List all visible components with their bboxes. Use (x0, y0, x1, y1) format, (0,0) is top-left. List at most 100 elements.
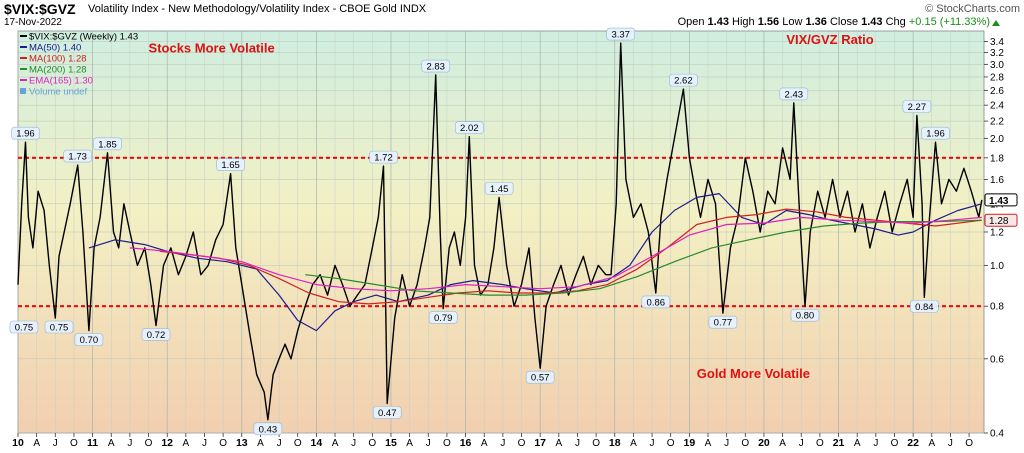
x-tick-label: J (799, 438, 804, 449)
x-tick-label: J (500, 438, 505, 449)
callout-box (484, 182, 514, 195)
peak-label: 1.96 (16, 129, 35, 140)
peak-label: 3.37 (611, 30, 630, 41)
peak-label: 1.73 (68, 152, 87, 163)
callout-box (779, 87, 809, 101)
series-group (17, 42, 983, 421)
stockcharts-brand[interactable]: © StockCharts.com (925, 3, 1020, 15)
y-tick-label: 2.0 (990, 134, 1004, 145)
callout-box (9, 320, 39, 334)
legend-entry: MA(100) 1.28 (29, 54, 87, 65)
legend-entry: MA(200) 1.28 (29, 65, 87, 76)
callout-box (910, 299, 939, 313)
callout-box (44, 320, 74, 334)
x-tick-label: 14 (311, 437, 323, 449)
open-value: 1.43 (707, 16, 729, 28)
chg-label: Chg (885, 16, 906, 28)
chart-symbol: $VIX:$GVZ (4, 1, 76, 17)
chart-description: Volatility Index - New Methodology/Volat… (88, 3, 427, 15)
annotations: Stocks More Volatile Gold More Volatile VI… (149, 32, 874, 381)
x-tick-label: A (33, 438, 40, 449)
x-tick-label: O (219, 438, 227, 449)
x-tick-label: 13 (236, 437, 248, 449)
x-tick-label: 11 (87, 437, 98, 449)
callout-box (669, 73, 698, 87)
chart-title: VIX/GVZ Ratio (786, 32, 873, 47)
x-tick-label: 12 (161, 437, 173, 449)
y-tick-label: 2.4 (990, 101, 1004, 112)
callout-box (141, 328, 171, 341)
peak-label: 1.85 (98, 139, 117, 150)
x-tick-label: A (406, 438, 413, 449)
x-tick-label: A (332, 438, 339, 449)
legend-entry: $VIX:$GVZ (Weekly) 1.43 (29, 32, 138, 43)
x-tick-label: J (724, 438, 729, 449)
trough-label: 0.47 (378, 408, 397, 419)
y-tick-label: 3.2 (990, 48, 1004, 59)
peak-label: 1.96 (926, 129, 945, 140)
callout-box (93, 137, 122, 151)
trough-label: 0.84 (915, 302, 934, 313)
y-tick-label: 1.0 (990, 261, 1004, 272)
trough-label: 0.77 (714, 318, 733, 329)
annotation-text: Gold More Volatile (697, 366, 810, 381)
x-tick-label: O (891, 438, 899, 449)
x-axis: 10 A J O 11 A J O 12 A J O 13 A J O 14 A J O 15 A J O 16 A J O 17 A J O… (12, 433, 973, 449)
close-value: 1.43 (861, 16, 883, 28)
x-tick-label: 19 (684, 437, 696, 449)
x-tick-label: 22 (907, 437, 919, 449)
peak-label: 2.02 (460, 123, 479, 134)
y-tick-label: 2.2 (990, 117, 1004, 128)
callout-box (454, 121, 484, 135)
last-value-tag (984, 213, 1018, 227)
x-tick-label: A (854, 438, 861, 449)
callout-box (641, 295, 671, 309)
y-tick-label: 1.2 (990, 228, 1004, 239)
legend-swatch (20, 88, 26, 94)
callout-box (902, 100, 932, 113)
x-tick-label: J (650, 438, 655, 449)
x-tick-label: O (368, 438, 376, 449)
peak-label: 2.62 (674, 76, 693, 87)
trough-label: 0.75 (50, 322, 69, 333)
annotation-text: Stocks More Volatile (149, 41, 275, 56)
x-tick-label: J (575, 438, 580, 449)
peak-label: 1.72 (374, 153, 393, 164)
x-tick-label: 16 (460, 437, 472, 449)
x-tick-label: O (145, 438, 153, 449)
y-tick-label: 1.8 (990, 153, 1004, 164)
chart-header: $VIX:$GVZ Volatility Index - New Methodo… (4, 0, 1020, 30)
x-tick-label: J (202, 438, 207, 449)
x-tick-label: 17 (534, 437, 546, 449)
x-tick-label: 15 (385, 437, 397, 449)
callout-box (525, 370, 555, 384)
x-tick-label: A (779, 438, 786, 449)
x-tick-label: J (53, 438, 58, 449)
peak-label: 2.83 (426, 62, 445, 73)
y-tick-label: 0.8 (990, 302, 1004, 313)
high-value: 1.56 (757, 16, 780, 28)
y-tick-label: 2.6 (990, 86, 1004, 97)
x-tick-label: J (873, 438, 878, 449)
callout-box (428, 311, 458, 324)
x-tick-label: J (351, 438, 356, 449)
ohlc-readout: Open 1.43 High 1.56 Low 1.36 Close 1.43 … (678, 16, 990, 28)
callout-box (11, 126, 40, 140)
y-tick-label: 2.8 (990, 72, 1004, 83)
y-tick-label: 0.6 (990, 354, 1004, 365)
last-value-label: 1.43 (989, 196, 1009, 207)
legend-entry: MA(50) 1.40 (29, 43, 81, 54)
callout-box (369, 150, 398, 164)
low-value: 1.36 (805, 16, 827, 28)
callout-box (74, 333, 104, 346)
callout-box (253, 422, 283, 436)
x-tick-label: J (948, 438, 953, 449)
x-tick-label: O (816, 438, 824, 449)
callout-box (372, 406, 402, 419)
open-label: Open (677, 16, 705, 28)
x-tick-label: A (928, 438, 935, 449)
x-tick-label: O (518, 438, 526, 449)
legend-entry: EMA(165) 1.30 (29, 76, 93, 87)
x-tick-label: O (741, 438, 749, 449)
y-axis: 0.40.60.81.01.21.41.61.82.02.22.42.62.83… (984, 37, 1004, 440)
